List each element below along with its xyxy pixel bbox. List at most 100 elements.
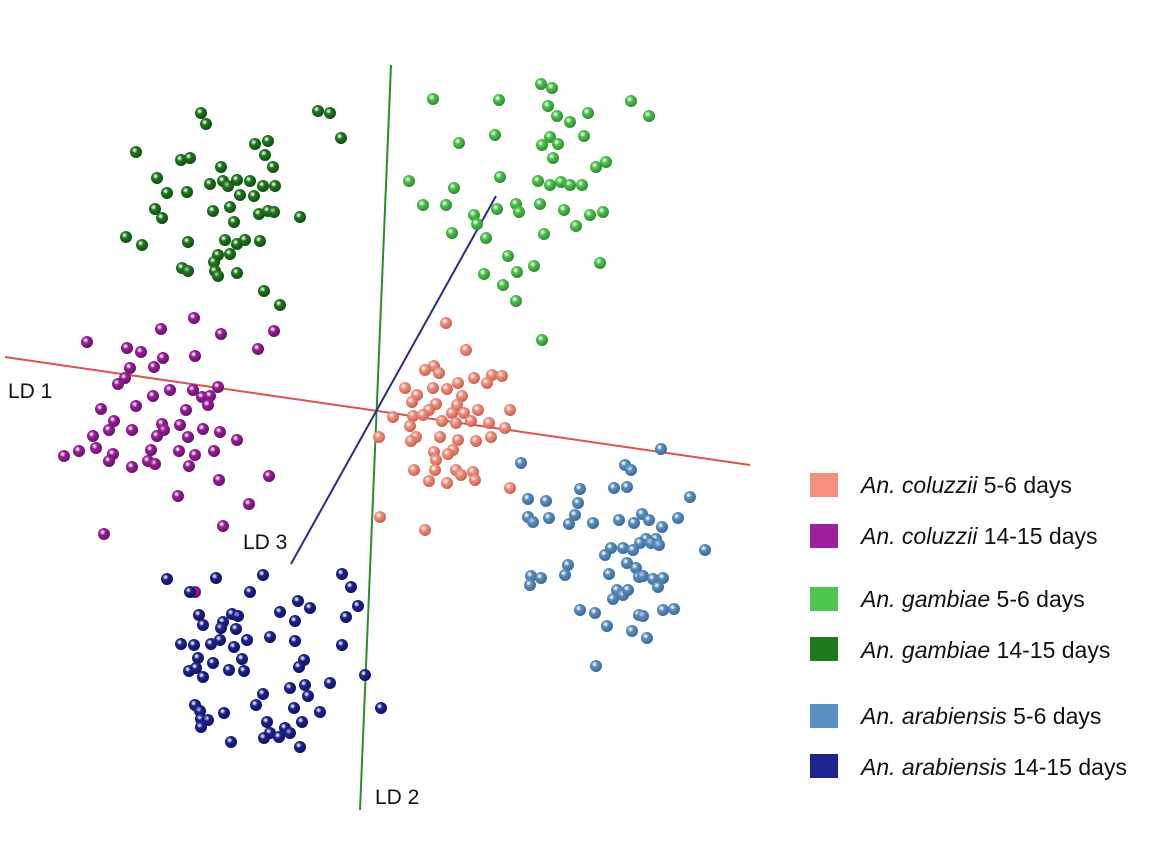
data-point [135,346,147,358]
data-point [161,573,173,585]
data-point [314,706,326,718]
data-point [404,420,416,432]
data-point [224,248,236,260]
data-point [151,430,163,442]
data-point [205,638,217,650]
data-point [655,443,667,455]
data-point [184,586,196,598]
data-point [535,572,547,584]
data-point [403,175,415,187]
data-point [653,539,665,551]
data-point [257,569,269,581]
data-point [202,399,214,411]
data-point [207,657,219,669]
data-point [564,116,576,128]
data-point [257,180,269,192]
data-point [58,450,70,462]
data-point [406,396,418,408]
data-point [527,516,539,528]
legend-age: 14-15 days [977,523,1097,549]
legend-item: An. coluzzii 14-15 days [810,523,1098,549]
data-point [375,702,387,714]
legend-swatch [810,587,838,611]
data-point [207,205,219,217]
data-point [112,378,124,390]
legend-species: An. arabiensis [859,754,1007,780]
data-point [126,461,138,473]
data-point [234,189,246,201]
data-point [156,212,168,224]
data-point [427,382,439,394]
data-point [236,653,248,665]
data-point [485,431,497,443]
data-point [600,156,612,168]
data-point [214,426,226,438]
data-point [130,400,142,412]
data-point [453,137,465,149]
data-point [243,498,255,510]
data-point [452,377,464,389]
data-point [601,620,613,632]
data-point [643,514,655,526]
data-point [161,187,173,199]
data-point [103,424,115,436]
data-point [540,495,552,507]
data-point [228,216,240,228]
data-point [208,256,220,268]
data-point [293,661,305,673]
data-point [450,417,462,429]
data-point [622,584,634,596]
data-point [374,511,386,523]
data-point [407,410,419,422]
data-point [641,632,653,644]
legend-item: An. arabiensis 5-6 days [810,703,1101,729]
data-point [373,431,385,443]
data-point [197,671,209,683]
data-point [182,265,194,277]
data-point [151,172,163,184]
legend-age: 14-15 days [990,637,1110,663]
data-point [584,209,596,221]
data-point [628,517,640,529]
data-point [296,716,308,728]
data-point [576,179,588,191]
data-point [491,203,503,215]
data-point [699,544,711,556]
data-point [574,604,586,616]
data-point [558,204,570,216]
legend-age: 14-15 days [1007,754,1127,780]
data-point [126,424,138,436]
data-point [455,469,467,481]
data-point [547,152,559,164]
data-point [292,595,304,607]
data-point [324,677,336,689]
data-point [448,182,460,194]
data-point [294,211,306,223]
data-point [200,118,212,130]
data-point [181,186,193,198]
scatter-points [58,78,711,753]
data-point [257,688,269,700]
data-point [417,199,429,211]
data-point [637,610,649,622]
data-point [145,444,157,456]
data-point [417,409,429,421]
data-point [197,619,209,631]
legend-label: An. gambiae 14-15 days [859,637,1110,663]
data-point [204,390,216,402]
legend-swatch [810,473,838,497]
data-point [684,491,696,503]
data-point [528,260,540,272]
data-point [468,372,480,384]
data-point [172,490,184,502]
legend-age: 5-6 days [990,586,1085,612]
data-point [546,82,558,94]
data-point [525,570,537,582]
data-point [218,707,230,719]
data-point [254,235,266,247]
data-point [231,434,243,446]
data-point [562,559,574,571]
data-point [120,231,132,243]
data-point [352,600,364,612]
data-point [214,634,226,646]
